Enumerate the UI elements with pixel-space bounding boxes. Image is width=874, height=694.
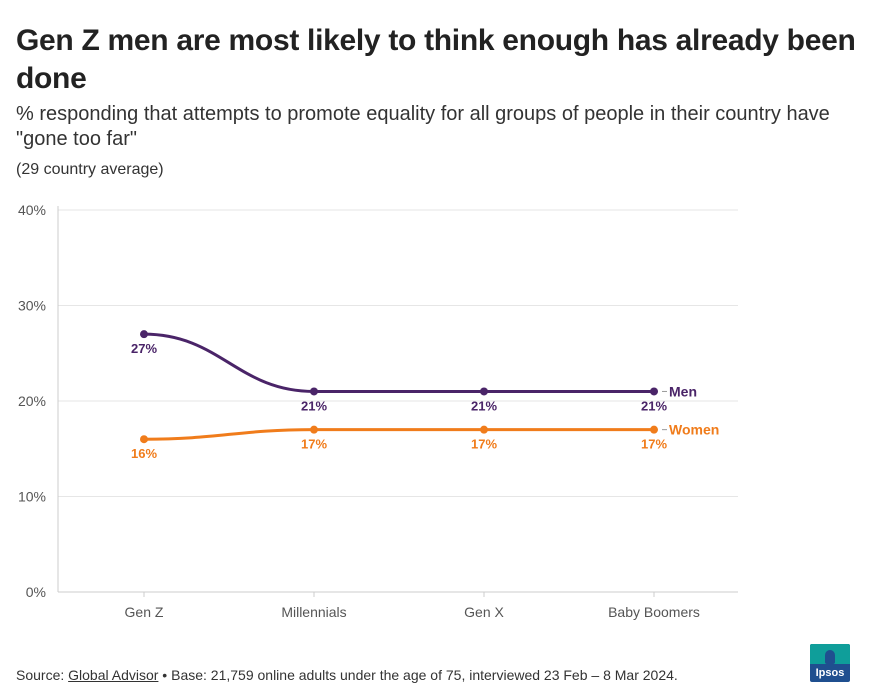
line-chart: 0% 10% 20% 30% 40% Gen Z Millennials Gen X Baby … bbox=[18, 202, 738, 620]
series-line-women bbox=[142, 428, 656, 441]
x-tick-label: Millennials bbox=[281, 604, 346, 620]
data-point-men bbox=[140, 330, 148, 339]
axis-layer: 0% 10% 20% 30% 40% Gen Z Millennials Gen X Baby … bbox=[18, 202, 700, 620]
series-line-men bbox=[142, 332, 656, 393]
data-point-men bbox=[650, 387, 658, 396]
y-tick-label: 30% bbox=[18, 298, 46, 314]
footer-source: Source: Global Advisor • Base: 21,759 on… bbox=[16, 666, 678, 684]
data-label-men: 21% bbox=[471, 398, 497, 413]
data-label-women: 17% bbox=[301, 437, 327, 452]
logo-mark-icon bbox=[825, 650, 835, 664]
chart-subtitle: % responding that attempts to promote eq… bbox=[16, 103, 830, 150]
x-tick-label: Gen X bbox=[464, 604, 504, 620]
data-point-women bbox=[140, 435, 148, 444]
global-advisor-link[interactable]: Global Advisor bbox=[68, 667, 159, 683]
data-label-women: 17% bbox=[471, 437, 497, 452]
y-tick-label: 0% bbox=[26, 584, 46, 600]
series-label-men: Men bbox=[669, 383, 697, 399]
series-layer bbox=[140, 330, 658, 444]
x-tick-label: Gen Z bbox=[125, 604, 164, 620]
data-point-women bbox=[310, 425, 318, 434]
y-tick-label: 20% bbox=[18, 393, 46, 409]
y-tick-label: 40% bbox=[18, 202, 46, 218]
series-label-women: Women bbox=[669, 422, 719, 438]
chart-note: (29 country average) bbox=[16, 161, 164, 178]
x-tick-label: Baby Boomers bbox=[608, 604, 700, 620]
data-label-women: 16% bbox=[131, 446, 157, 461]
ipsos-logo: Ipsos bbox=[810, 644, 850, 682]
logo-text: Ipsos bbox=[815, 667, 845, 679]
base-text: • Base: 21,759 online adults under the a… bbox=[158, 667, 678, 683]
data-point-men bbox=[310, 387, 318, 396]
source-prefix: Source: bbox=[16, 667, 69, 683]
chart-title: Gen Z men are most likely to think enoug… bbox=[16, 24, 856, 95]
data-point-men bbox=[480, 387, 488, 396]
y-tick-label: 10% bbox=[18, 489, 46, 505]
grid-layer bbox=[58, 209, 738, 593]
data-label-men: 21% bbox=[301, 398, 327, 413]
data-label-women: 17% bbox=[641, 437, 667, 452]
data-label-men: 27% bbox=[131, 341, 157, 356]
data-point-women bbox=[650, 425, 658, 434]
data-point-women bbox=[480, 425, 488, 434]
data-label-men: 21% bbox=[641, 398, 667, 413]
